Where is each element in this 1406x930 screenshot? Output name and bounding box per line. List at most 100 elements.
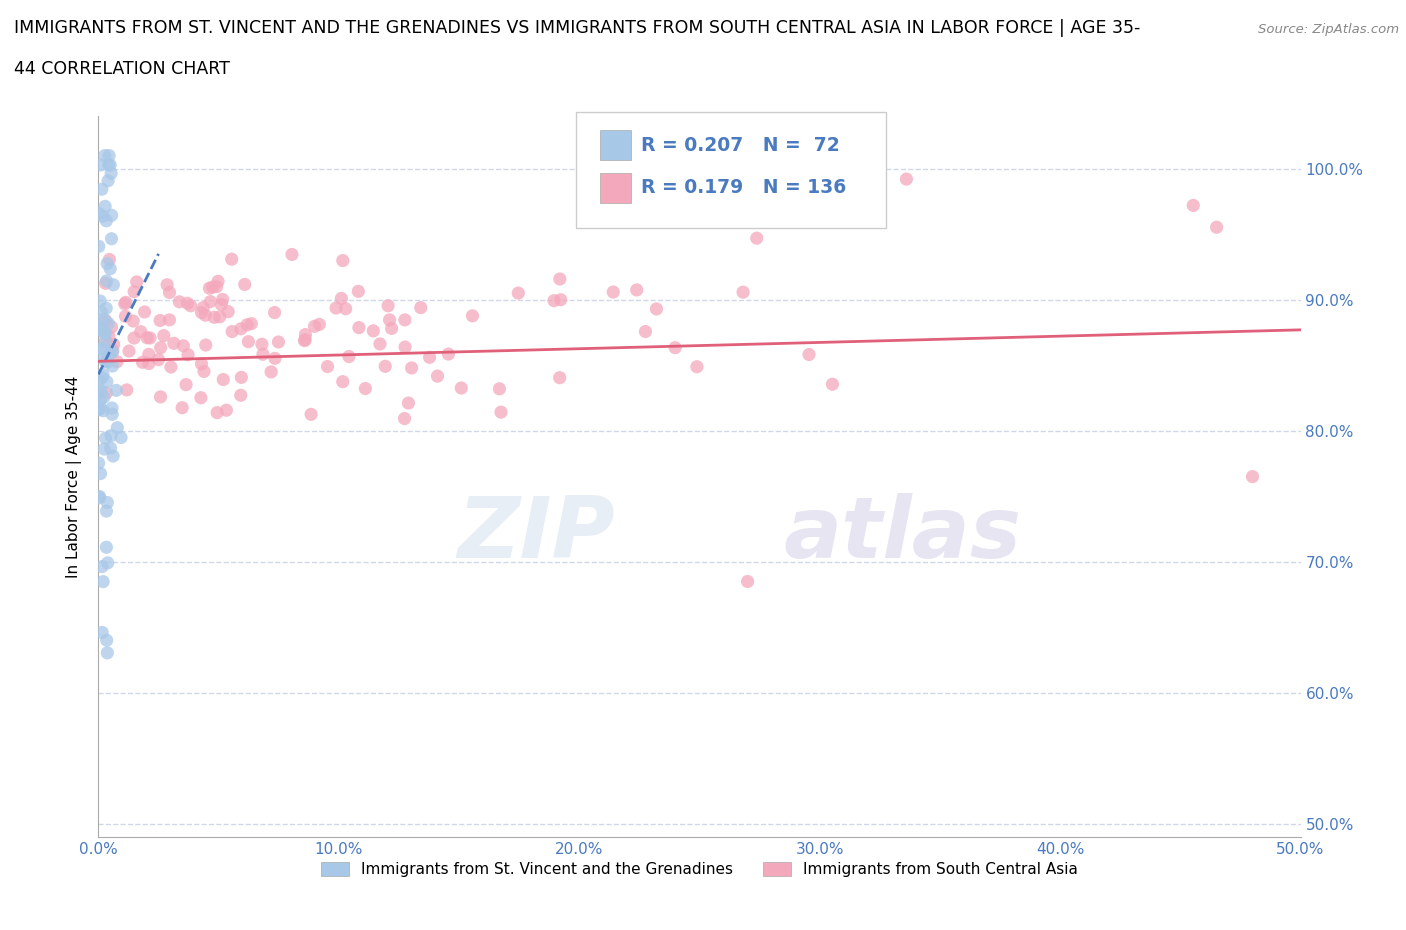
Point xyxy=(330,291,353,306)
Point xyxy=(122,330,145,345)
Point xyxy=(97,316,120,331)
Point xyxy=(89,322,111,337)
Text: R = 0.179   N = 136: R = 0.179 N = 136 xyxy=(641,179,846,197)
Point xyxy=(94,276,117,291)
Point xyxy=(180,299,202,313)
Point xyxy=(101,359,124,374)
Point xyxy=(90,341,112,356)
Point xyxy=(394,411,416,426)
Point xyxy=(100,232,122,246)
Point xyxy=(264,351,287,365)
Point xyxy=(347,320,370,335)
Point xyxy=(125,274,148,289)
Point xyxy=(98,157,121,172)
Point xyxy=(87,456,110,471)
Point xyxy=(159,285,181,299)
Point xyxy=(160,360,183,375)
Point xyxy=(194,308,217,323)
Point xyxy=(110,430,132,445)
Point xyxy=(1205,219,1227,234)
Point xyxy=(796,203,818,218)
Point xyxy=(134,304,156,319)
Point xyxy=(114,295,136,310)
Point xyxy=(176,296,198,311)
Point xyxy=(131,355,153,370)
Point xyxy=(91,559,114,574)
Point xyxy=(354,381,377,396)
Point xyxy=(205,279,228,294)
Point xyxy=(294,327,316,342)
Point xyxy=(304,319,326,334)
Point xyxy=(710,170,733,185)
Point xyxy=(1241,469,1264,484)
Point xyxy=(437,347,460,362)
Point xyxy=(149,390,172,405)
Point xyxy=(426,368,449,383)
Point xyxy=(217,304,239,319)
Point xyxy=(93,312,115,326)
Text: Source: ZipAtlas.com: Source: ZipAtlas.com xyxy=(1258,23,1399,36)
Point xyxy=(90,305,112,320)
Point xyxy=(159,312,181,327)
Point xyxy=(138,347,160,362)
Point xyxy=(172,400,194,415)
Point xyxy=(101,448,124,463)
Point xyxy=(347,284,370,299)
Point xyxy=(115,382,138,397)
Point xyxy=(129,325,152,339)
Point xyxy=(156,277,179,292)
Point xyxy=(543,293,565,308)
Point xyxy=(87,402,110,417)
Point xyxy=(332,253,354,268)
Point xyxy=(208,310,231,325)
Point xyxy=(233,277,256,292)
Point xyxy=(602,285,624,299)
Point xyxy=(122,285,145,299)
Point xyxy=(105,383,128,398)
Point xyxy=(96,300,118,315)
Point xyxy=(97,354,120,369)
Point xyxy=(308,317,330,332)
Point xyxy=(105,354,128,369)
Point xyxy=(138,356,160,371)
Point xyxy=(488,381,510,396)
Point xyxy=(236,317,259,332)
Point xyxy=(194,338,217,352)
Point xyxy=(89,385,111,400)
Point xyxy=(105,420,128,435)
Point xyxy=(96,632,118,647)
Point xyxy=(89,392,111,407)
Point xyxy=(94,334,117,349)
Point xyxy=(100,441,122,456)
Point xyxy=(368,337,391,352)
Point xyxy=(193,300,215,315)
Point xyxy=(93,442,115,457)
Point xyxy=(91,341,114,356)
Point xyxy=(96,213,118,228)
Point xyxy=(316,359,339,374)
Point xyxy=(215,403,238,418)
Point xyxy=(91,370,114,385)
Point xyxy=(98,345,121,360)
Point xyxy=(98,252,121,267)
Point xyxy=(174,378,197,392)
Point xyxy=(103,277,125,292)
Point xyxy=(149,313,172,328)
Point xyxy=(686,359,709,374)
Point xyxy=(100,166,122,180)
Point xyxy=(90,466,112,481)
Point xyxy=(94,148,117,163)
Point xyxy=(409,300,432,315)
Point xyxy=(98,261,121,276)
Point xyxy=(207,274,229,289)
Point xyxy=(93,404,115,418)
Point xyxy=(337,349,360,364)
Point xyxy=(374,359,396,374)
Point xyxy=(419,350,441,365)
Point xyxy=(396,395,419,410)
Point xyxy=(240,316,263,331)
Point xyxy=(231,370,253,385)
Point xyxy=(96,495,118,510)
Point xyxy=(96,645,118,660)
Point xyxy=(91,625,114,640)
